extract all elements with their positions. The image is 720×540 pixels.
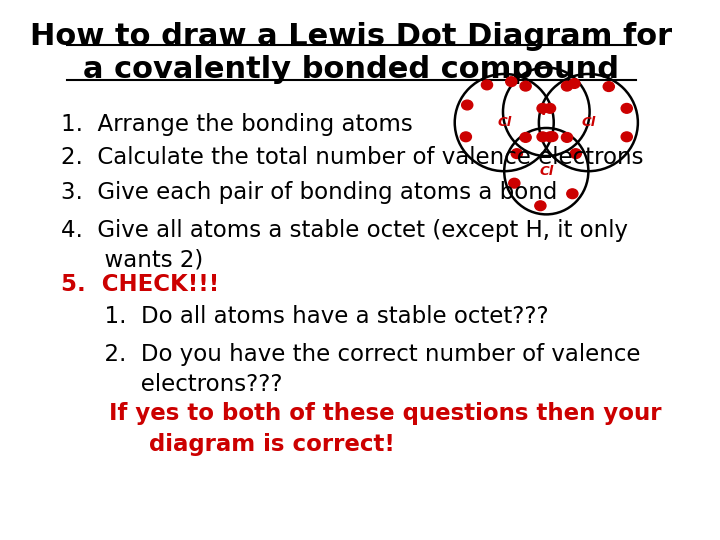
Text: 5.  CHECK!!!: 5. CHECK!!! [60, 273, 219, 296]
Circle shape [603, 82, 614, 91]
Circle shape [569, 79, 580, 89]
Circle shape [520, 82, 531, 91]
Circle shape [570, 149, 581, 159]
Text: P: P [541, 105, 552, 118]
Text: 1.  Do all atoms have a stable octet???: 1. Do all atoms have a stable octet??? [60, 305, 548, 328]
Circle shape [537, 104, 548, 113]
Circle shape [505, 77, 517, 86]
Circle shape [567, 189, 578, 199]
Circle shape [511, 149, 523, 159]
Circle shape [621, 132, 632, 141]
Text: Cl: Cl [581, 116, 595, 129]
Circle shape [562, 132, 572, 142]
Circle shape [462, 100, 473, 110]
Circle shape [520, 132, 531, 142]
Circle shape [482, 80, 492, 90]
Circle shape [546, 132, 558, 141]
Text: 1.  Arrange the bonding atoms: 1. Arrange the bonding atoms [60, 113, 413, 137]
Text: 2.  Do you have the correct number of valence
           electrons???: 2. Do you have the correct number of val… [60, 343, 640, 396]
Text: 4.  Give all atoms a stable octet (except H, it only
      wants 2): 4. Give all atoms a stable octet (except… [60, 219, 628, 272]
Text: If yes to both of these questions then your
           diagram is correct!: If yes to both of these questions then y… [60, 402, 661, 456]
Text: How to draw a Lewis Dot Diagram for: How to draw a Lewis Dot Diagram for [30, 22, 672, 51]
Circle shape [537, 132, 548, 141]
Circle shape [562, 82, 572, 91]
Circle shape [535, 201, 546, 211]
Text: Cl: Cl [539, 165, 554, 178]
Circle shape [621, 104, 632, 113]
Text: 3.  Give each pair of bonding atoms a bond: 3. Give each pair of bonding atoms a bon… [60, 181, 557, 204]
Circle shape [460, 132, 472, 141]
Circle shape [544, 104, 556, 113]
Text: 2.  Calculate the total number of valence electrons: 2. Calculate the total number of valence… [60, 146, 643, 169]
Text: a covalently bonded compound: a covalently bonded compound [84, 55, 619, 84]
Circle shape [544, 132, 556, 141]
Circle shape [509, 178, 520, 188]
Text: Cl: Cl [497, 116, 511, 129]
